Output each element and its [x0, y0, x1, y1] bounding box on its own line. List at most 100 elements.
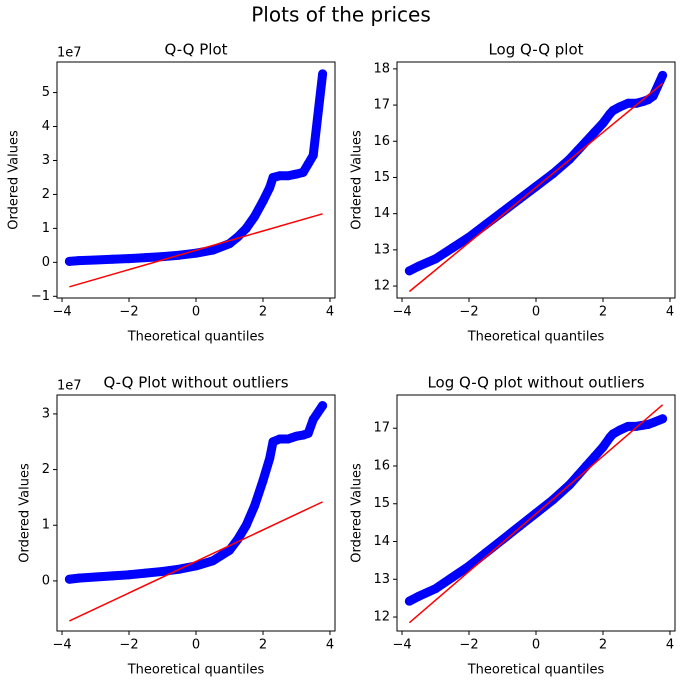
- x-tick-label: −4: [392, 638, 411, 653]
- x-tick-label: −2: [119, 305, 138, 320]
- point: [404, 266, 414, 276]
- point: [124, 570, 134, 580]
- point: [107, 571, 117, 581]
- y-tick-label: 13: [373, 242, 390, 257]
- x-tick-label: 2: [259, 638, 267, 653]
- point: [615, 102, 625, 112]
- point: [208, 556, 218, 566]
- point: [498, 535, 508, 545]
- x-tick-label: −2: [459, 305, 478, 320]
- point: [250, 501, 260, 511]
- y-axis-label: Ordered Values: [18, 463, 33, 563]
- point: [303, 159, 313, 169]
- x-tick-label: −2: [119, 638, 138, 653]
- y-tick-label: 3: [42, 153, 50, 168]
- point: [573, 145, 583, 155]
- point: [64, 256, 74, 266]
- y-tick-label: 3: [42, 406, 50, 421]
- x-tick-label: 4: [666, 638, 674, 653]
- y-tick-label: −1: [31, 289, 50, 304]
- point: [158, 566, 168, 576]
- point: [241, 520, 251, 530]
- y-axis-label: Ordered Values: [350, 463, 365, 563]
- point: [658, 70, 668, 80]
- axes-frame: [396, 61, 676, 299]
- x-tick-label: 2: [259, 305, 267, 320]
- point: [608, 106, 618, 116]
- y-tick-label: 1: [42, 518, 50, 533]
- y-tick-label: 2: [42, 187, 50, 202]
- subplot-title: Log Q-Q plot without outliers: [427, 374, 644, 392]
- x-tick-label: −2: [459, 638, 478, 653]
- point: [447, 243, 457, 253]
- point: [623, 98, 633, 108]
- point: [283, 434, 293, 444]
- point: [318, 69, 328, 79]
- point: [431, 584, 441, 594]
- point: [91, 572, 101, 582]
- x-tick-label: −4: [52, 305, 71, 320]
- point: [141, 568, 151, 578]
- point: [224, 545, 234, 555]
- point: [275, 171, 285, 181]
- subplot-title: Log Q-Q plot: [488, 41, 583, 59]
- x-axis-label: Theoretical quantiles: [127, 663, 265, 678]
- point: [250, 212, 260, 222]
- point: [64, 574, 74, 584]
- y-tick-label: 12: [373, 279, 390, 294]
- x-tick-label: 0: [532, 638, 540, 653]
- subplot: Log Q-Q plot without outliers Theoretical…: [350, 374, 676, 678]
- point: [283, 171, 293, 181]
- y-tick-label: 14: [373, 534, 390, 549]
- subplot: Q-Q Plot Theoretical quantiles Ordered Val…: [7, 41, 336, 345]
- point: [291, 431, 301, 441]
- x-tick-label: −4: [392, 305, 411, 320]
- subplot: Log Q-Q plot Theoretical quantiles Ordered…: [350, 41, 676, 345]
- point: [74, 573, 84, 583]
- y-tick-label: 0: [42, 573, 50, 588]
- point: [258, 476, 268, 486]
- point: [265, 453, 275, 463]
- point: [107, 254, 117, 264]
- subplot: Q-Q Plot without outliers Theoretical qua…: [18, 374, 336, 678]
- y-tick-label: 0: [42, 255, 50, 270]
- y-tick-label: 4: [42, 119, 50, 134]
- point: [265, 183, 275, 193]
- point: [598, 118, 608, 128]
- y-axis-label: Ordered Values: [7, 130, 22, 230]
- offset-label: 1e7: [57, 46, 82, 61]
- point: [658, 414, 668, 424]
- point: [498, 207, 508, 217]
- y-tick-label: 17: [373, 98, 390, 113]
- axes-frame: [396, 394, 676, 632]
- x-axis-label: Theoretical quantiles: [467, 663, 605, 678]
- point: [481, 548, 491, 558]
- y-tick-label: 14: [373, 206, 390, 221]
- fit-line: [69, 501, 323, 622]
- x-axis-label: Theoretical quantiles: [127, 330, 265, 345]
- point: [91, 255, 101, 265]
- point: [404, 596, 414, 606]
- x-tick-label: 4: [326, 305, 334, 320]
- point: [590, 127, 600, 137]
- point: [318, 401, 328, 411]
- point: [598, 442, 608, 452]
- point: [141, 253, 151, 263]
- x-tick-label: −4: [52, 638, 71, 653]
- subplot-title: Q-Q Plot without outliers: [103, 374, 288, 392]
- y-tick-label: 13: [373, 572, 390, 587]
- x-axis-label: Theoretical quantiles: [467, 330, 605, 345]
- point: [308, 414, 318, 424]
- figure-title: Plots of the prices: [251, 3, 430, 27]
- x-tick-label: 2: [599, 305, 607, 320]
- point: [623, 421, 633, 431]
- point: [464, 232, 474, 242]
- point-band: [64, 69, 328, 266]
- point: [414, 261, 424, 271]
- fit-line: [408, 82, 664, 293]
- point: [431, 254, 441, 264]
- point: [303, 428, 313, 438]
- point: [590, 452, 600, 462]
- point: [514, 194, 524, 204]
